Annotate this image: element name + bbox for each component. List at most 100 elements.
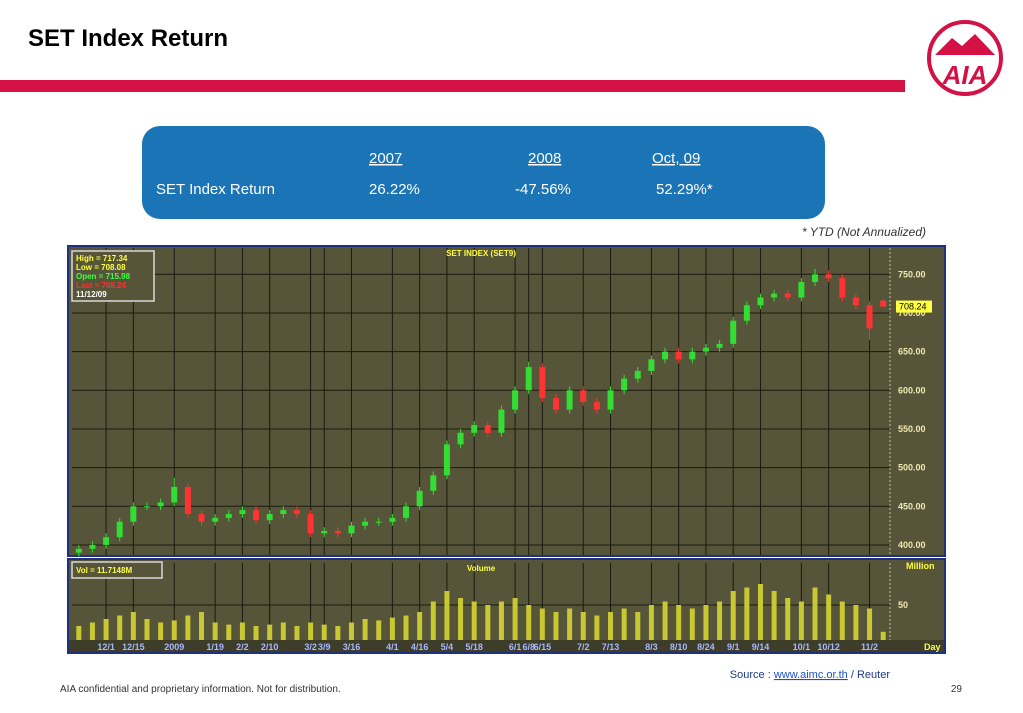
volume-bar [267,624,273,640]
volume-bar [703,605,709,640]
x-tick-label: 9/14 [752,642,770,652]
volume-bar [130,612,136,640]
volume-bar [867,608,873,640]
volume-bar [335,626,341,640]
candle-body [116,521,123,538]
volume-bar [89,622,95,640]
candle-body [539,367,546,399]
volume-bar [676,605,682,640]
column-header: 2007 [369,150,402,167]
x-tick-label: 10/12 [817,642,840,652]
volume-bar [444,591,450,640]
volume-bar [239,622,245,640]
candle-body [143,506,150,508]
y-tick-label: 500.00 [898,463,926,473]
volume-bar [730,591,736,640]
source-suffix: / Reuter [851,669,890,681]
volume-bar [512,598,518,640]
candle-body [253,510,260,521]
x-tick-label: 1/19 [206,642,224,652]
volume-bar [212,622,218,640]
volume-bar [280,622,286,640]
y-tick-label: 450.00 [898,501,926,511]
x-tick-label: 8/10 [670,642,688,652]
volume-bar [294,626,300,640]
volume-bar [498,601,504,640]
candle-body [512,390,519,410]
volume-bar [76,626,82,640]
info-line: Low = 708.08 [76,263,126,272]
candle-body [484,425,491,433]
x-tick-label: 6/8 [522,642,535,652]
footnote: * YTD (Not Annualized) [802,225,926,239]
volume-bar [430,601,436,640]
candle-body [730,320,737,344]
chart-title: Volume [467,564,496,573]
candle-body [662,351,669,360]
volume-bar [158,622,164,640]
x-tick-label: 6/15 [534,642,552,652]
candle-body [880,300,887,307]
volume-bar [662,601,668,640]
candle-body [648,359,655,371]
candle-body [130,506,137,522]
candle-body [593,401,600,410]
volume-bar [880,631,886,640]
volume-bar [376,620,382,640]
y-tick-label: 750.00 [898,269,926,279]
candle-body [157,502,164,507]
x-tick-label: 6/1 [509,642,522,652]
last-price-tag [896,300,932,313]
candle-body [307,514,314,534]
x-tick-label: 2/2 [236,642,249,652]
candle-body [334,531,341,534]
volume-bar [553,612,559,640]
candle-body [825,274,832,279]
volume-bar [417,612,423,640]
candle-body [293,510,300,515]
info-line: High = 717.34 [76,254,128,263]
source-link[interactable]: www.aimc.or.th [773,669,848,681]
logo: AIA [927,20,1003,96]
candle-body [430,475,437,491]
y-tick-label: 600.00 [898,385,926,395]
page-number: 29 [951,684,963,695]
volume-bar [458,598,464,640]
candle-body [403,506,410,518]
candle-body [580,390,587,402]
volume-bar [103,619,109,640]
last-price-label: 708.24 [899,302,927,312]
volume-bar [635,612,641,640]
candle-body [689,351,696,360]
volume-bar [621,608,627,640]
candle-body [771,293,778,298]
y-tick-label: 550.00 [898,424,926,434]
volume-bar [839,601,845,640]
cell: 52.29%* [656,181,713,198]
x-tick-label: 3/2 [304,642,317,652]
candle-body [866,305,873,329]
info-line: Last = 708.24 [76,281,127,290]
volume-bar [348,622,354,640]
volume-bar [308,622,314,640]
candle-body [266,514,273,521]
x-tick-label: 5/4 [441,642,454,652]
column-header: 2008 [528,150,561,167]
cell: -47.56% [515,181,571,198]
volume-bar [717,601,723,640]
info-box [71,250,155,302]
charts: 400.00 450.00 500.00 550.00 600.00 650.00 700.… [67,245,946,654]
candle-body [362,521,369,526]
row-label: SET Index Return [156,181,275,198]
volume-bar [199,612,205,640]
candle-body [171,486,178,503]
volume-bar [144,619,150,640]
candle-body [743,305,750,321]
candle-body [702,347,709,352]
candle-body [321,531,328,534]
candle-body [852,297,859,306]
volume-bar [321,624,327,640]
volume-bar [567,608,573,640]
candle-body [498,409,505,433]
